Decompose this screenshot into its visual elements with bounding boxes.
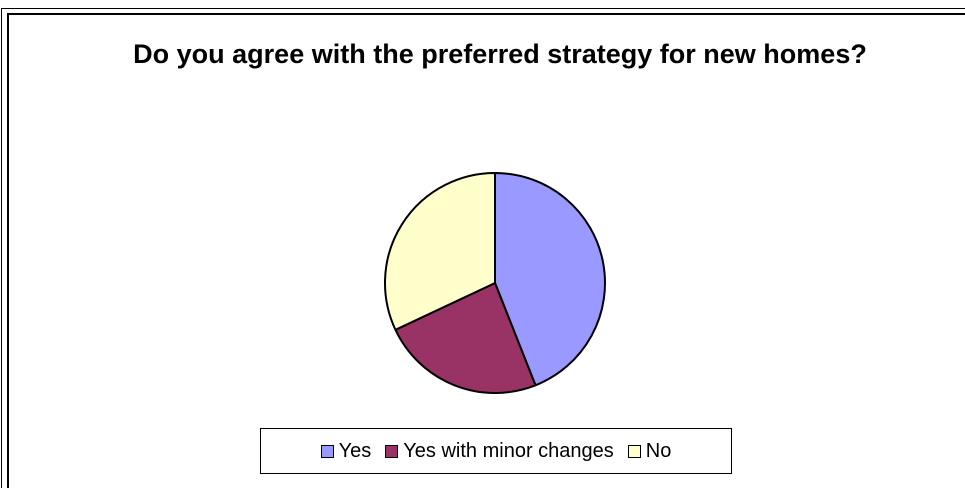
legend-swatch-yes-with-minor-changes	[385, 444, 399, 458]
pie-slice-yes	[494, 172, 606, 387]
pie-slice-yes-with-minor-changes	[394, 282, 537, 394]
chart-outer-frame	[1, 8, 965, 488]
legend-item-yes: Yes	[320, 439, 372, 463]
legend-label-no: No	[645, 439, 672, 462]
legend-item-yes-with-minor-changes: Yes with minor changes	[385, 440, 614, 463]
chart-legend: Yes Yes with minor changes No	[260, 428, 732, 474]
legend-swatch-yes	[320, 444, 334, 458]
legend-label-yes: Yes	[338, 439, 372, 462]
pie-slice-no	[384, 172, 496, 331]
chart-title: Do you agree with the preferred strategy…	[133, 39, 867, 69]
chart-area-frame	[7, 13, 965, 488]
legend-item-no: No	[627, 439, 672, 463]
legend-label-yes-with-minor-changes: Yes with minor changes	[403, 439, 614, 462]
legend-swatch-no	[627, 444, 641, 458]
